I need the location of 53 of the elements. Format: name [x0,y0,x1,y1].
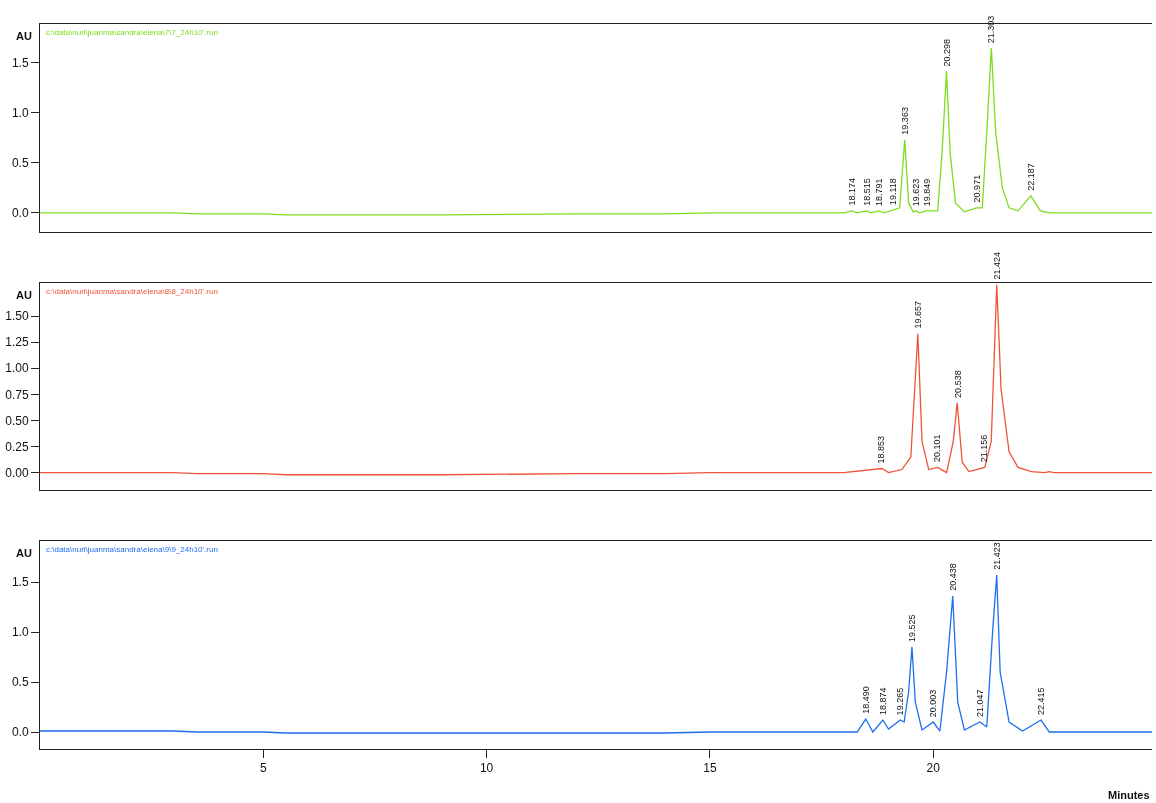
annotation: 21.423 [991,542,1002,570]
annotation: 20.971 [971,174,982,203]
x-tick-label: 15 [703,761,717,776]
y-tick-label: 1.0 [11,625,29,640]
y-tick-label: 0.5 [11,156,29,171]
y-tick-label: 0.25 [5,439,29,454]
annotation: 20.101 [932,434,943,463]
y-axis-title: AU [16,30,32,42]
annotation: 19.265 [895,687,906,716]
annotation: c:\data\nuri\juanma\sandra\elena\8\8_24h10'.run [46,287,218,296]
x-tick-label: 10 [479,761,494,776]
y-tick-label: 1.50 [5,309,29,324]
y-tick-label: 0.0 [11,725,29,740]
annotation: 20.298 [941,38,952,67]
line-series [40,284,1152,476]
annotation: 19.623 [911,178,922,207]
annotation: 19.657 [913,301,924,329]
annotation: 19.363 [899,107,910,135]
y-tick-label: 0.00 [5,465,29,480]
annotation: 20.438 [947,563,958,591]
y-tick-label: 0.5 [11,675,29,690]
annotation: 21.047 [974,689,985,717]
y-tick-label: 0.75 [5,387,29,402]
y-tick-label: 0.50 [5,413,29,428]
annotation: c:\data\nuri\juanma\sandra\elena\7\7_24h10'.run [46,28,218,37]
annotation: 18.874 [877,687,888,715]
annotation: 22.187 [1025,163,1036,191]
annotation: 18.490 [860,686,871,714]
annotation: 21.303 [986,15,997,44]
annotation: 18.515 [862,178,872,206]
y-tick-label: 0.0 [11,206,29,221]
y-axis-title: AU [16,547,32,559]
x-tick-label: 20 [926,761,941,776]
annotation: 21.424 [992,251,1003,280]
annotation: 20.003 [928,689,939,718]
annotation: c:\data\nuri\juanma\sandra\elena\9\9_24h10'.run [46,545,218,554]
y-tick-label: 1.0 [11,106,29,121]
y-tick-label: 1.5 [11,575,29,590]
annotation: 19.118 [888,178,899,206]
annotation: 19.525 [906,614,917,643]
x-tick-label: 5 [259,761,267,776]
y-tick-label: 1.5 [11,56,29,71]
y-tick-label: 1.25 [5,335,29,350]
x-axis-title: Minutes [1108,789,1150,801]
annotation: 22.415 [1035,687,1046,716]
y-tick-label: 1.00 [5,361,29,376]
annotation: 19.849 [921,178,932,207]
annotation: 20.538 [952,370,963,398]
annotation: 18.791 [874,178,885,207]
annotation: 18.853 [876,435,887,464]
annotation: 21.156 [979,434,990,463]
y-axis-title: AU [16,289,32,301]
annotation: 18.174 [846,177,857,206]
